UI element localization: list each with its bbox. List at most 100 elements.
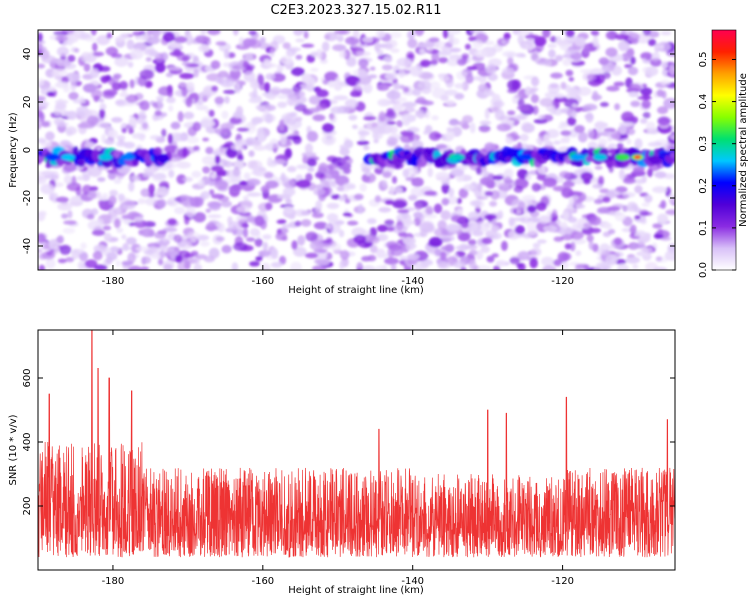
heatmap-cell <box>386 90 401 100</box>
heatmap-cell <box>249 228 260 237</box>
x-tick-label: -160 <box>251 576 274 587</box>
heatmap-cell <box>128 181 135 192</box>
heatmap-cell <box>598 138 608 147</box>
heatmap-cell <box>340 156 353 166</box>
heatmap-cell <box>362 83 373 94</box>
heatmap-cell <box>618 168 625 180</box>
heatmap-cell <box>195 105 209 111</box>
heatmap-cell <box>325 224 332 229</box>
heatmap-cell <box>176 174 187 185</box>
heatmap-cell <box>610 131 621 141</box>
heatmap-cell <box>111 117 123 123</box>
heatmap-cell <box>342 212 352 217</box>
heatmap-cell <box>487 91 496 97</box>
heatmap-cell <box>210 60 221 70</box>
heatmap-cell <box>642 93 650 100</box>
heatmap-cell <box>38 233 46 244</box>
heatmap-cell <box>564 243 572 250</box>
heatmap-cell <box>257 74 265 85</box>
heatmap-cell <box>530 247 542 257</box>
heatmap-cell <box>130 48 144 60</box>
heatmap-cell <box>252 88 258 98</box>
heatmap-cell <box>121 234 127 240</box>
heatmap-cell <box>584 113 594 120</box>
heatmap-cell <box>251 118 259 126</box>
heatmap-cell <box>565 84 572 93</box>
heatmap-cell <box>191 170 202 178</box>
heatmap-cell <box>310 51 319 57</box>
heatmap-cell <box>306 158 317 167</box>
heatmap-cell <box>38 101 50 107</box>
heatmap-cell <box>114 36 125 43</box>
heatmap-cell <box>168 105 174 112</box>
heatmap-cell <box>209 189 215 196</box>
heatmap-cell <box>339 250 350 260</box>
heatmap-cell <box>608 228 616 235</box>
heatmap-cell <box>189 196 204 208</box>
heatmap-cell <box>153 147 163 156</box>
heatmap-cell <box>428 37 440 43</box>
heatmap-cell <box>305 173 313 182</box>
heatmap-cell <box>606 85 620 92</box>
heatmap-cell <box>376 233 389 242</box>
heatmap-cell <box>267 157 273 167</box>
heatmap-cell <box>641 99 651 109</box>
heatmap-cell <box>523 233 532 239</box>
heatmap-cell <box>69 195 84 207</box>
heatmap-cell <box>339 147 350 156</box>
heatmap-cell <box>312 114 326 122</box>
heatmap-cell <box>140 188 151 198</box>
heatmap-cell <box>373 139 379 144</box>
heatmap-cell <box>217 222 225 233</box>
heatmap-cell <box>562 180 575 188</box>
snr-xlabel: Height of straight line (km) <box>288 585 424 596</box>
heatmap-cell <box>328 223 341 234</box>
heatmap-cell <box>333 80 343 91</box>
heatmap-cell <box>182 176 193 182</box>
heatmap-cell <box>570 231 584 240</box>
heatmap-cell <box>296 179 311 189</box>
heatmap-cell <box>203 255 215 263</box>
heatmap-cell <box>474 49 488 59</box>
heatmap-cell <box>63 220 77 225</box>
heatmap-cell <box>636 179 644 184</box>
heatmap-cell <box>342 182 356 189</box>
heatmap-cell <box>227 221 242 230</box>
heatmap-cell <box>456 197 462 204</box>
heatmap-cell <box>419 214 425 223</box>
heatmap-cell <box>369 244 378 254</box>
heatmap-cell <box>535 202 547 211</box>
heatmap-cell <box>480 245 490 253</box>
heatmap-cell <box>345 36 360 45</box>
heatmap-cell <box>173 234 182 243</box>
heatmap-cell <box>92 42 98 52</box>
heatmap-cell <box>271 159 287 165</box>
heatmap-cell <box>221 245 232 254</box>
heatmap-cell <box>128 128 134 135</box>
heatmap-cell <box>381 253 388 259</box>
heatmap-cell <box>270 261 283 268</box>
heatmap-cell <box>407 169 419 176</box>
heatmap-cell <box>640 211 653 216</box>
heatmap-cell <box>147 36 161 45</box>
heatmap-cell <box>170 121 181 130</box>
heatmap-cell <box>301 152 317 158</box>
heatmap-cell <box>301 43 315 48</box>
heatmap-cell <box>226 169 232 178</box>
heatmap-cell <box>141 256 152 264</box>
heatmap-cell <box>76 158 86 167</box>
heatmap-cell <box>441 179 450 185</box>
heatmap-cell <box>116 135 126 141</box>
heatmap-cell <box>108 195 117 205</box>
heatmap-cell <box>399 255 408 261</box>
heatmap-cell <box>440 235 455 242</box>
heatmap-cell <box>441 197 450 206</box>
heatmap-cell <box>111 53 123 59</box>
heatmap-cell <box>91 89 103 100</box>
heatmap-cell <box>390 263 397 270</box>
heatmap-cell <box>517 201 526 211</box>
heatmap-cell <box>46 91 55 97</box>
heatmap-cell <box>315 171 325 179</box>
heatmap-cell <box>65 256 75 263</box>
